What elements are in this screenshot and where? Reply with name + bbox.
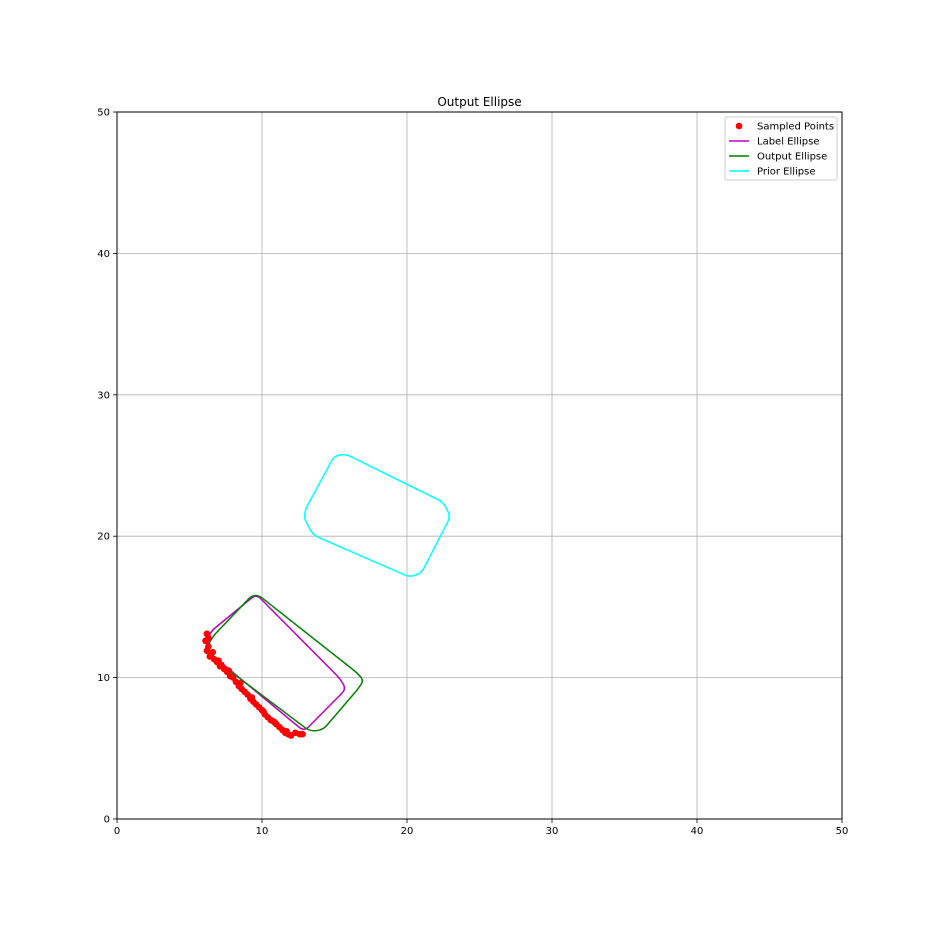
sampled-point bbox=[260, 708, 267, 715]
sampled-point bbox=[209, 648, 216, 656]
x-tick-label: 50 bbox=[836, 826, 849, 837]
sampled-point bbox=[205, 634, 212, 642]
y-tick-label: 20 bbox=[97, 532, 110, 543]
plot-frame bbox=[116, 111, 843, 820]
sampled-point bbox=[216, 662, 224, 670]
legend-label-label-ellipse: Label Ellipse bbox=[757, 137, 820, 148]
x-tick-label: 10 bbox=[256, 826, 269, 837]
sampled-point bbox=[271, 719, 279, 727]
x-tick-label: 0 bbox=[114, 826, 120, 837]
legend-box bbox=[724, 116, 838, 181]
x-tick-label: 30 bbox=[546, 826, 559, 837]
y-tick-label: 0 bbox=[104, 815, 110, 826]
legend-label-prior-ellipse: Prior Ellipse bbox=[757, 167, 816, 178]
axis-ticks: 0 10 20 30 40 50 0 10 20 30 40 50 bbox=[97, 108, 848, 838]
y-tick-label: 10 bbox=[97, 673, 110, 684]
legend-marker-sampled-points bbox=[735, 122, 743, 130]
sampled-point bbox=[283, 728, 290, 735]
legend-label-sampled-points: Sampled Points bbox=[757, 122, 834, 133]
y-tick-label: 50 bbox=[97, 108, 110, 119]
legend-label-output-ellipse: Output Ellipse bbox=[757, 152, 827, 163]
sampled-point bbox=[248, 694, 256, 701]
series-layer bbox=[202, 454, 450, 739]
y-tick-label: 40 bbox=[97, 249, 110, 260]
sampled-point bbox=[299, 730, 306, 738]
prior-ellipse-line bbox=[303, 454, 450, 577]
chart-title: Output Ellipse bbox=[437, 95, 521, 109]
sampled-point bbox=[236, 679, 244, 687]
sampled-point bbox=[225, 667, 232, 674]
x-tick-label: 40 bbox=[691, 826, 704, 837]
y-tick-label: 30 bbox=[97, 390, 110, 401]
legend: Sampled Points Label Ellipse Output Ellips… bbox=[724, 116, 838, 181]
x-tick-label: 20 bbox=[401, 826, 414, 837]
